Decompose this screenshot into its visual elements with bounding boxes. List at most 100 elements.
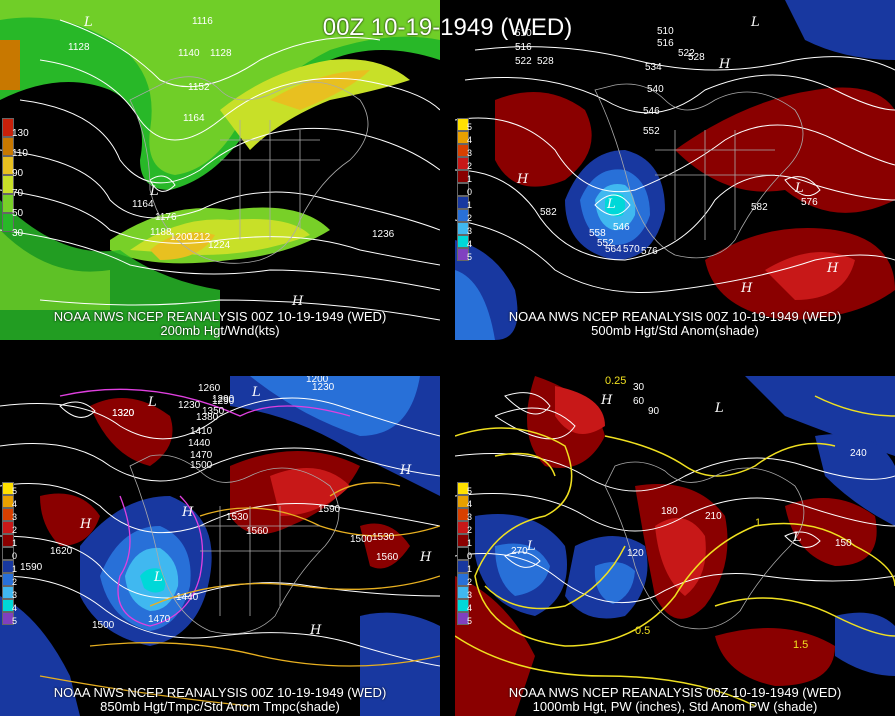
legend-label: 30 [12,228,24,239]
legend-label: 2 [467,577,473,587]
contour-label: 1224 [208,240,231,251]
svg-text:H: H [516,172,529,187]
legend-label: 5 [467,122,473,132]
contour-label: 1470 [190,450,213,461]
contour-label: 576 [801,197,818,208]
contour-label: 240 [850,448,867,459]
legend-label: 4 [12,603,18,613]
svg-text:H: H [600,393,613,408]
map-200mb: 1116 1128 1140 1128 1152 1164 1176 1188 … [0,0,440,340]
contour-label: 516 [515,42,532,53]
contour-label: 576 [641,246,658,257]
contour-label: 1260 [198,383,221,394]
contour-label: 1530 [372,532,395,543]
contour-label: 1140 [178,48,200,59]
contour-label: 510 [657,26,674,37]
contour-label: 1164 [132,199,154,210]
svg-text:L: L [794,181,804,196]
contour-label: 534 [645,62,662,73]
contour-label: 1116 [192,16,213,27]
contour-label: 1290 [212,394,235,405]
panel-caption-line1: NOAA NWS NCEP REANALYSIS 00Z 10-19-1949 … [508,685,842,700]
legend-label: 3 [12,590,18,600]
svg-text:L: L [83,15,93,30]
svg-text:L: L [792,530,802,545]
legend-label: 3 [467,512,473,522]
legend-labels-500mb: 5 4 3 2 1 0 1 2 3 4 5 [467,121,472,264]
legend-label: 4 [12,499,18,509]
legend-label: 2 [467,161,473,171]
legend-labels-850mb: 5 4 3 2 1 0 1 2 3 4 5 [12,485,17,628]
contour-label: 150 [835,538,852,549]
panel-caption-line2: 850mb Hgt/Tmpc/Std Anom Tmpc(shade) [100,699,340,714]
panel-1000mb-pw: 30 60 90 120 150 180 210 240 270 0.25 0.… [455,376,895,716]
legend-label: 1 [12,538,18,548]
contour-label: 1530 [226,512,249,523]
panel-200mb: 1116 1128 1140 1128 1152 1164 1176 1188 … [0,0,440,340]
contour-label: 1176 [155,212,177,223]
panel-500mb: 510 516 522 528 510 516 522 528 534 540 … [455,0,895,340]
contour-label: 528 [537,56,554,67]
legend-label: 4 [467,239,473,249]
contour-label: 1470 [148,614,171,625]
legend-label: 3 [467,590,473,600]
contour-label: 1560 [246,526,269,537]
pw-label: 1 [755,517,761,529]
legend-label: 3 [467,148,473,158]
contour-label: 516 [657,38,674,49]
legend-labels-200mb: 130 110 90 70 50 30 [12,128,29,248]
legend-850mb [2,482,14,625]
panel-caption-line2: 500mb Hgt/Std Anom(shade) [591,323,759,338]
legend-label: 4 [467,135,473,145]
contour-label: 558 [589,228,606,239]
contour-label: 1290 [212,396,235,407]
contour-label: 564 [605,244,622,255]
legend-label: 90 [12,168,24,179]
contour-label: 1350 [124,376,147,379]
contour-label: 1380 [196,412,219,423]
contour-label: 1236 [372,229,395,240]
panel-caption-line1: NOAA NWS NCEP REANALYSIS 00Z 10-19-1949 … [508,309,842,324]
contour-label: 528 [688,52,705,63]
contour-label: 180 [661,506,678,517]
legend-label: 1 [467,200,473,210]
legend-label: 5 [467,486,473,496]
contour-label: 1320 [112,408,135,419]
contour-label: 1200 [306,376,329,385]
legend-label: 3 [12,512,18,522]
pw-label: 1.5 [793,639,808,651]
legend-label: 2 [467,213,473,223]
legend-label: 5 [467,616,473,626]
panel-caption-line2: 1000mb Hgt, PW (inches), Std Anom PW (sh… [532,699,818,714]
panel-850mb: 1350 1230 1260 1290 1320 1350 1380 1410 … [0,376,440,716]
contour-label: 90 [648,406,660,417]
legend-label: 0 [12,551,18,561]
pw-label: 0.25 [605,376,626,387]
contour-label: 1230 [178,400,201,411]
map-1000mb-pw: 30 60 90 120 150 180 210 240 270 0.25 0.… [455,376,895,716]
legend-label: 1 [467,538,473,548]
legend-label: 2 [467,525,473,535]
contour-label: 1590 [20,562,43,573]
contour-label: 1230 [312,382,335,393]
svg-text:H: H [79,517,92,532]
legend-label: 0 [467,551,473,561]
contour-label: 582 [540,207,557,218]
contour-label: 552 [643,126,660,137]
contour-label: 510 [515,28,532,39]
contour-label: 1212 [188,232,211,243]
contour-label: 582 [751,202,768,213]
legend-label: 1 [467,174,473,184]
contour-label: 1320 [112,408,135,419]
svg-text:L: L [606,197,616,212]
contour-label: 1188 [150,227,172,238]
contour-label: 1560 [376,552,399,563]
contour-label: 546 [643,106,660,117]
svg-text:L: L [153,570,163,585]
svg-text:H: H [309,623,322,638]
legend-label: 130 [12,128,29,139]
legend-200mb [2,118,14,232]
svg-text:H: H [181,505,194,520]
svg-text:H: H [826,261,839,276]
legend-label: 1 [467,564,473,574]
